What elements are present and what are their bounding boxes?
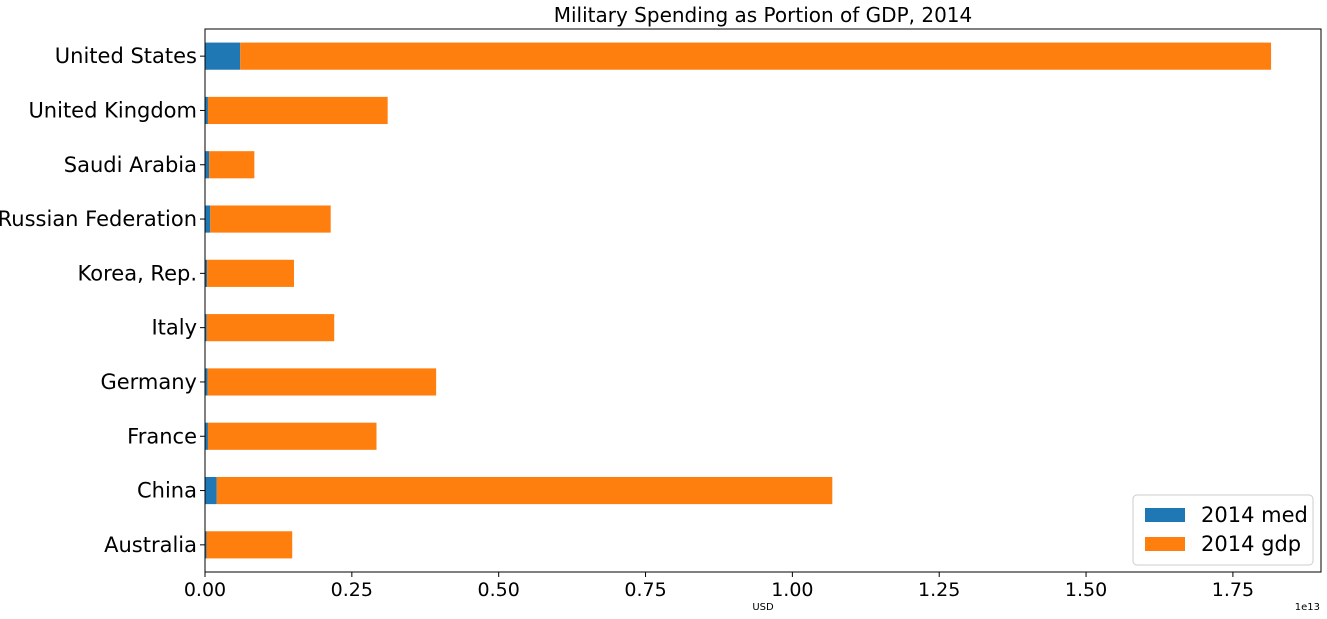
y-tick-label: Italy [151,316,197,340]
x-tick-label: 0.25 [331,579,373,601]
legend-label-gdp: 2014 gdp [1201,532,1301,556]
bar-med-united-states [205,42,241,70]
plot-frame [204,28,1322,573]
bar-med-russian-federation [205,205,211,233]
category-labels: Australia China France Germany Italy Korea, R… [0,44,205,557]
x-axis-label: USD [752,602,774,613]
legend-label-med: 2014 med [1201,503,1308,527]
chart-title: Military Spending as Portion of GDP, 201… [554,3,973,27]
x-tick-label: 0.75 [624,579,666,601]
bar-med-china [205,476,217,505]
x-tick-label: 1.00 [771,579,813,601]
y-tick-label: United States [55,44,197,68]
x-ticks: 0.00 0.25 0.50 0.75 1.00 1.25 1.50 1.75 [184,572,1254,601]
bar-gdp-germany [207,368,437,396]
legend-swatch-med [1145,508,1185,522]
bar-gdp-australia [206,531,293,559]
y-tick-label: China [137,479,197,503]
x-tick-label: 0.00 [184,579,226,601]
x-axis-exponent-label: 1e13 [1295,602,1320,613]
bar-med-saudi-arabia [205,151,210,179]
bar-gdp-united-kingdom [207,96,388,125]
x-tick-label: 1.50 [1065,579,1107,601]
legend-swatch-gdp [1145,537,1185,551]
bars-group [205,42,1272,559]
bar-gdp-italy [206,314,335,342]
bar-med-united-kingdom [205,96,208,125]
x-tick-label: 1.25 [918,579,960,601]
bar-gdp-russian-federation [210,205,331,233]
bar-med-australia [205,531,207,559]
y-tick-label: Saudi Arabia [64,153,197,177]
x-tick-label: 1.75 [1212,579,1254,601]
legend: 2014 med 2014 gdp [1132,494,1314,566]
y-tick-label: United Kingdom [28,98,197,122]
bar-med-germany [205,368,208,396]
y-tick-label: Korea, Rep. [78,261,197,285]
bar-gdp-france [207,422,377,450]
x-tick-label: 0.50 [478,579,520,601]
y-tick-label: Russian Federation [0,207,197,231]
bar-gdp-korea-rep- [207,259,294,287]
bar-med-france [205,422,208,450]
y-tick-label: Australia [104,533,197,557]
bar-gdp-saudi-arabia [209,151,255,179]
bar-gdp-china [216,476,833,505]
y-tick-label: France [127,424,197,448]
y-tick-label: Germany [100,370,197,394]
bar-gdp-united-states [240,42,1272,70]
bar-med-italy [205,314,207,342]
bar-med-korea-rep- [205,259,208,287]
